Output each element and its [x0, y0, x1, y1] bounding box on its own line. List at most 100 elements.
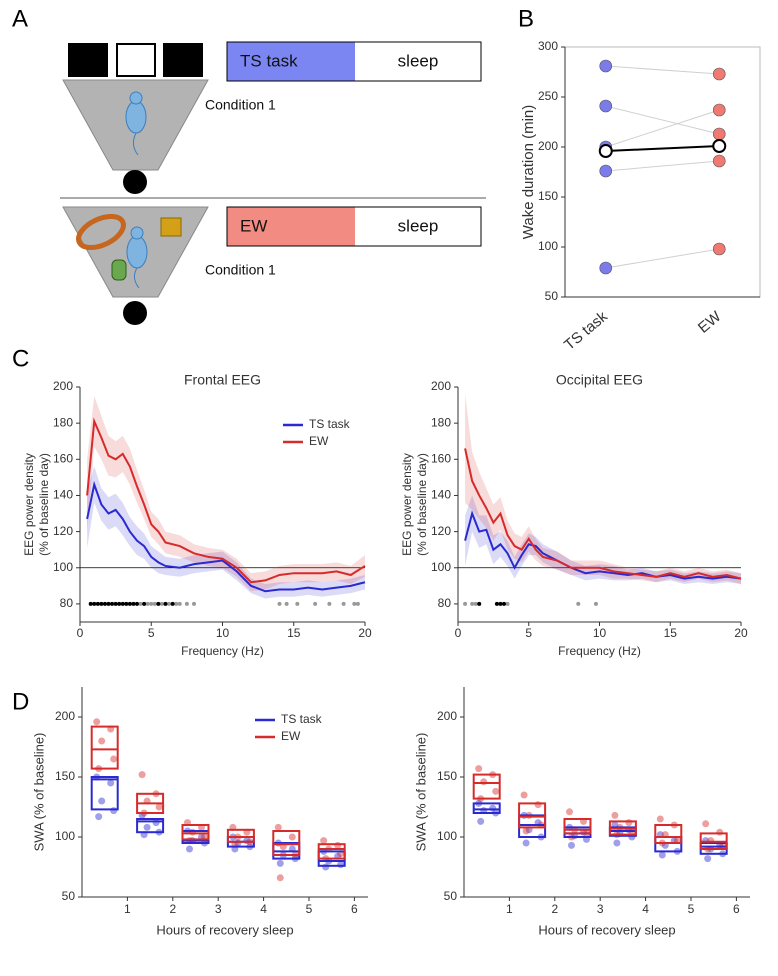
- subject-point: [522, 827, 530, 835]
- subject-line: [605, 160, 720, 172]
- y-tick-label: 200: [431, 379, 451, 393]
- y-tick-label: 200: [55, 709, 75, 723]
- subject-point: [110, 755, 118, 763]
- y-tick-label: 50: [545, 289, 559, 303]
- x-tick-label: 2: [551, 902, 558, 916]
- significance-dot: [498, 601, 503, 606]
- x-tick-label: 5: [306, 902, 313, 916]
- subject-point: [337, 861, 345, 869]
- x-tick-label: 1: [124, 902, 131, 916]
- significance-dot: [355, 601, 360, 606]
- subject-point: [276, 859, 284, 867]
- mean-line: [605, 145, 720, 152]
- plot-frame: [564, 46, 761, 298]
- x-tick-label: 4: [260, 902, 267, 916]
- subject-point: [611, 811, 619, 819]
- subject-point: [599, 59, 613, 73]
- x-tick-label: 20: [734, 626, 748, 640]
- subject-point: [320, 837, 328, 845]
- sleep-label: sleep: [398, 216, 439, 235]
- significance-dot: [313, 601, 318, 606]
- cylinder-object: [111, 259, 127, 281]
- significance-dot: [341, 601, 346, 606]
- x-tick-label: 10: [593, 626, 607, 640]
- x-tick-label: 15: [287, 626, 301, 640]
- significance-dot: [117, 601, 122, 606]
- subject-point: [712, 103, 726, 117]
- y-tick-label: 100: [53, 560, 73, 574]
- mouse: [125, 100, 147, 134]
- condition-label: Condition 1: [205, 262, 276, 278]
- significance-dot: [505, 601, 510, 606]
- significance-dot: [473, 601, 478, 606]
- y-tick-label: 100: [437, 829, 457, 843]
- significance-dot: [352, 601, 357, 606]
- significance-dot: [576, 601, 581, 606]
- box: [90, 725, 119, 770]
- sleep-label: sleep: [398, 51, 439, 70]
- significance-dot: [477, 601, 482, 606]
- error-band: [87, 466, 365, 599]
- panel-label: B: [518, 5, 534, 32]
- significance-dot: [145, 601, 150, 606]
- significance-dot: [110, 601, 115, 606]
- subject-line: [605, 248, 720, 269]
- subject-point: [534, 801, 542, 809]
- subject-point: [712, 242, 726, 256]
- significance-dot: [593, 601, 598, 606]
- nest: [123, 301, 147, 325]
- x-axis-label: Frequency (Hz): [181, 644, 264, 658]
- error-band: [465, 495, 741, 585]
- y-tick-label: 80: [60, 596, 74, 610]
- significance-dot: [149, 601, 154, 606]
- box: [563, 818, 592, 835]
- subject-line: [605, 109, 720, 148]
- legend-label: TS task: [281, 712, 323, 726]
- y-tick-label: 100: [55, 829, 75, 843]
- y-axis-label: SWA (% of baseline): [31, 733, 46, 852]
- subject-point: [276, 874, 284, 882]
- series-line: [86, 480, 366, 593]
- error-band: [465, 394, 741, 585]
- x-tick-label: 4: [642, 902, 649, 916]
- y-axis-label: EEG power density: [400, 453, 414, 556]
- screen: [68, 43, 108, 77]
- y-axis-label: EEG power density: [22, 453, 36, 556]
- subject-point: [656, 815, 664, 823]
- box: [226, 828, 255, 843]
- y-tick-label: 100: [538, 239, 558, 253]
- subject-point: [95, 813, 103, 821]
- x-tick-label: 1: [506, 902, 513, 916]
- y-tick-label: 250: [538, 89, 558, 103]
- y-axis-label: (% of baseline day): [37, 453, 51, 556]
- panel-label: C: [12, 345, 29, 372]
- significance-dot: [327, 601, 332, 606]
- condition-label: Condition 1: [205, 97, 276, 113]
- subject-point: [522, 839, 530, 847]
- box: [90, 776, 119, 811]
- box: [181, 824, 210, 841]
- subject-line: [605, 65, 720, 75]
- significance-dot: [92, 601, 97, 606]
- subject-point: [625, 819, 633, 827]
- subject-point: [712, 154, 726, 168]
- subject-point: [567, 841, 575, 849]
- significance-dot: [102, 601, 107, 606]
- y-axis-label: (% of baseline day): [415, 453, 429, 556]
- y-tick-label: 180: [431, 415, 451, 429]
- x-tick-label: 3: [597, 902, 604, 916]
- significance-dot: [470, 601, 475, 606]
- significance-dot: [127, 601, 132, 606]
- mouse-tail: [133, 267, 140, 289]
- x-tick-label: 2: [169, 902, 176, 916]
- significance-dot: [95, 601, 100, 606]
- y-tick-label: 80: [438, 596, 452, 610]
- y-tick-label: 160: [53, 451, 73, 465]
- task-label: EW: [240, 216, 267, 235]
- panel-label: D: [12, 688, 29, 715]
- subject-point: [520, 791, 528, 799]
- mouse: [126, 235, 148, 269]
- significance-dot: [192, 601, 196, 606]
- legend-label: EW: [281, 729, 301, 743]
- diagram-row: EW sleep Condition 1: [62, 206, 482, 325]
